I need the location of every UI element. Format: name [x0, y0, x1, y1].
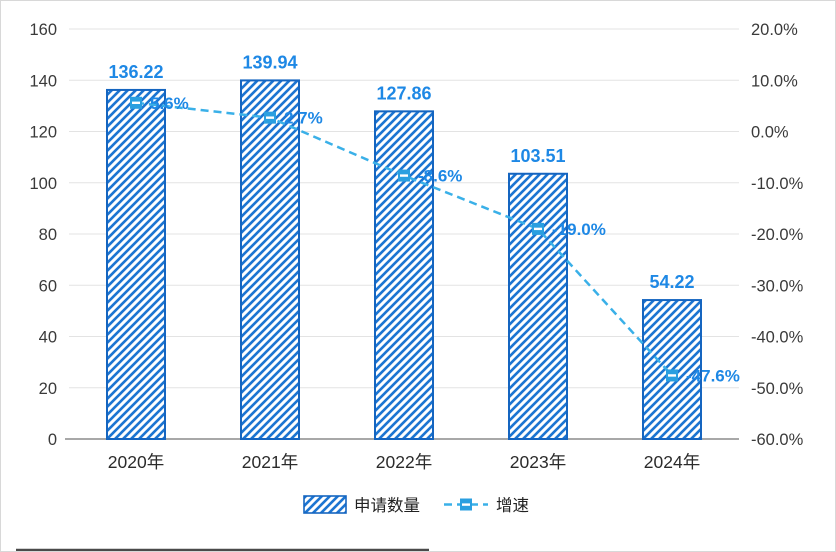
- x-axis-label: 2022年: [376, 452, 432, 472]
- left-axis-tick-label: 140: [29, 72, 57, 90]
- left-axis-tick-label: 0: [48, 431, 57, 449]
- right-axis-tick-label: -10.0%: [751, 175, 804, 193]
- line-marker-stripe: [668, 374, 676, 377]
- legend-label-line: 增速: [496, 496, 529, 515]
- right-axis-tick-label: 20.0%: [751, 21, 798, 39]
- line-marker-stripe: [266, 116, 274, 119]
- x-axis-label: 2024年: [644, 452, 700, 472]
- left-axis-tick-label: 40: [39, 329, 57, 347]
- x-axis-label: 2023年: [510, 452, 566, 472]
- left-axis-tick-label: 20: [39, 380, 57, 398]
- left-axis-tick-label: 60: [39, 277, 57, 295]
- right-axis-tick-label: -40.0%: [751, 329, 804, 347]
- right-axis-tick-label: -20.0%: [751, 226, 804, 244]
- legend-label-bars: 申请数量: [354, 496, 420, 515]
- right-axis-tick-label: -30.0%: [751, 277, 804, 295]
- line-value-label: -8.6%: [418, 167, 462, 186]
- bar-value-label: 136.22: [108, 62, 163, 82]
- bar-value-label: 139.94: [242, 52, 297, 72]
- line-marker-stripe: [132, 101, 140, 104]
- line-marker-stripe: [400, 174, 408, 177]
- left-axis-tick-label: 160: [29, 21, 57, 39]
- bar-value-label: 54.22: [649, 272, 694, 292]
- legend-marker-stripe: [462, 503, 470, 506]
- left-axis-tick-label: 100: [29, 175, 57, 193]
- right-axis-tick-label: -60.0%: [751, 431, 804, 449]
- line-value-label: 2.7%: [284, 109, 323, 128]
- left-axis-tick-label: 80: [39, 226, 57, 244]
- bar-2020年: [106, 88, 166, 440]
- bar-value-label: 127.86: [376, 83, 431, 103]
- right-axis-tick-label: -50.0%: [751, 380, 804, 398]
- legend: 申请数量 增速: [303, 495, 529, 515]
- line-value-label: 5.6%: [150, 94, 189, 113]
- bar-2022年: [374, 110, 434, 440]
- line-value-label: -47.6%: [686, 366, 740, 385]
- bar-2024年: [642, 299, 702, 440]
- legend-bar-swatch: [303, 495, 347, 514]
- bar-2021年: [240, 79, 300, 440]
- line-marker-stripe: [534, 227, 542, 231]
- bar-value-label: 103.51: [510, 146, 565, 166]
- left-axis-tick-label: 120: [29, 124, 57, 142]
- right-axis-tick-label: 0.0%: [751, 124, 789, 142]
- line-value-label: -19.0%: [552, 220, 606, 239]
- right-axis-tick-label: 10.0%: [751, 72, 798, 90]
- x-axis-label: 2021年: [242, 452, 298, 472]
- x-axis-label: 2020年: [108, 452, 164, 472]
- bar-2023年: [508, 172, 568, 441]
